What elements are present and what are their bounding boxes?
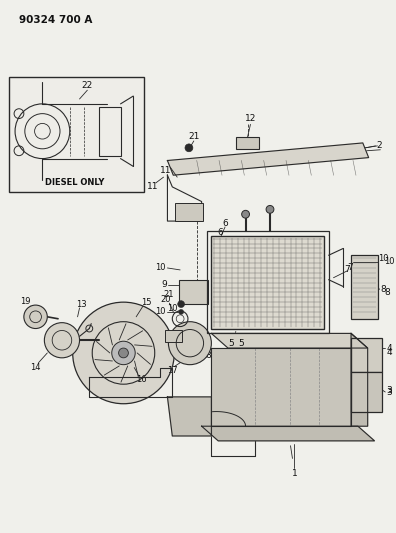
Circle shape <box>73 302 174 403</box>
Text: 10: 10 <box>378 254 388 263</box>
Bar <box>9 77 144 192</box>
Text: 4: 4 <box>386 344 392 352</box>
Bar <box>351 255 379 319</box>
Circle shape <box>112 341 135 365</box>
Text: 19: 19 <box>21 297 31 305</box>
Bar <box>351 338 382 373</box>
Text: 7: 7 <box>344 265 350 274</box>
Text: DIESEL ONLY: DIESEL ONLY <box>45 177 104 187</box>
Text: 2: 2 <box>377 141 382 150</box>
Text: 20: 20 <box>160 295 171 304</box>
Circle shape <box>185 144 193 152</box>
Text: 22: 22 <box>82 81 93 90</box>
Circle shape <box>24 305 47 328</box>
Polygon shape <box>211 334 367 348</box>
Circle shape <box>179 310 184 314</box>
Circle shape <box>266 205 274 213</box>
Text: 13: 13 <box>76 300 87 309</box>
Bar <box>236 137 259 149</box>
Text: 12: 12 <box>245 114 256 123</box>
Text: 14: 14 <box>30 363 41 372</box>
Text: 16: 16 <box>136 375 147 384</box>
Text: 11: 11 <box>160 166 171 175</box>
Text: 10: 10 <box>167 304 177 313</box>
Text: 11: 11 <box>147 182 158 191</box>
Bar <box>211 236 324 328</box>
Text: 3: 3 <box>386 385 392 394</box>
Text: 8: 8 <box>381 285 386 294</box>
Text: 9: 9 <box>162 280 168 289</box>
Text: 7: 7 <box>347 263 353 272</box>
Text: 21: 21 <box>188 132 200 141</box>
Text: 10: 10 <box>155 308 166 317</box>
Circle shape <box>242 211 249 218</box>
Polygon shape <box>168 397 211 436</box>
Text: 17: 17 <box>167 366 178 375</box>
Text: 5: 5 <box>238 338 244 348</box>
Text: 10: 10 <box>384 256 395 265</box>
Bar <box>164 330 182 342</box>
Text: 6: 6 <box>217 228 223 237</box>
Bar <box>99 107 120 156</box>
Polygon shape <box>211 348 351 426</box>
Bar <box>351 373 382 411</box>
Text: 15: 15 <box>141 297 151 306</box>
Text: 3: 3 <box>386 387 392 397</box>
Text: 4: 4 <box>386 349 392 358</box>
Circle shape <box>44 322 80 358</box>
Circle shape <box>118 348 128 358</box>
Text: 10: 10 <box>155 263 166 272</box>
Circle shape <box>168 322 211 365</box>
Text: 6: 6 <box>222 219 228 228</box>
Text: 1: 1 <box>291 469 297 478</box>
Circle shape <box>178 301 185 308</box>
Polygon shape <box>351 334 367 426</box>
Text: 21: 21 <box>163 290 174 299</box>
Bar <box>179 280 208 304</box>
Bar <box>351 255 379 319</box>
Text: 18: 18 <box>201 351 212 360</box>
Polygon shape <box>202 426 375 441</box>
Text: 5: 5 <box>228 338 234 348</box>
Text: 90324 700 A: 90324 700 A <box>19 15 92 25</box>
Bar <box>206 231 329 334</box>
Polygon shape <box>168 143 369 175</box>
Bar <box>211 236 324 328</box>
Bar <box>175 204 203 221</box>
Text: 8: 8 <box>384 288 390 297</box>
